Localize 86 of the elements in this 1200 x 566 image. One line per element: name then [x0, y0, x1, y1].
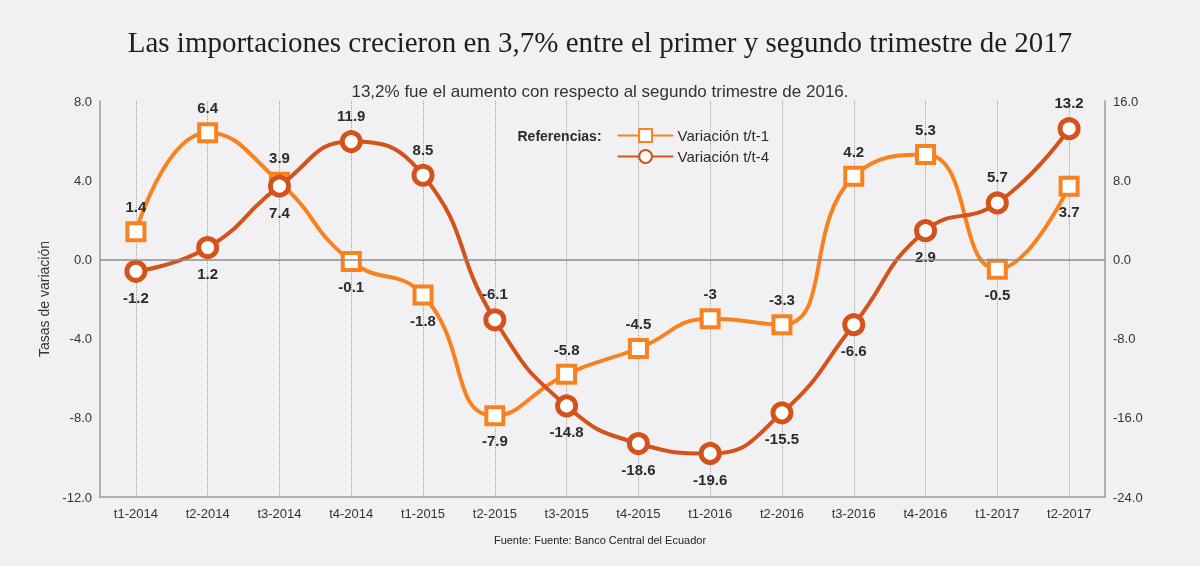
- data-label: 5.7: [986, 168, 1008, 186]
- chart-title: Las importaciones crecieron en 3,7% entre el primer y segundo trimestre de 2017: [127, 25, 1073, 58]
- data-label: 13.2: [1054, 94, 1084, 112]
- x-tick-label: t1-2017: [975, 506, 1020, 521]
- point: [914, 219, 938, 243]
- data-label: -5.8: [553, 340, 580, 358]
- point: [1057, 117, 1081, 141]
- y2-tick-label: 16.0: [1113, 93, 1139, 109]
- y2-tick-label: -16.0: [1113, 410, 1143, 426]
- data-label: -15.5: [764, 430, 800, 448]
- data-label: -0.1: [338, 277, 365, 295]
- point: [412, 284, 434, 306]
- y2-tick-label: -24.0: [1113, 489, 1143, 505]
- point: [843, 165, 865, 187]
- x-tick-label: t1-2014: [113, 506, 158, 521]
- legend-label: Variación t/t-4: [677, 148, 769, 165]
- legend-label: Variación t/t-1: [677, 127, 769, 144]
- point: [698, 441, 722, 465]
- data-label: 8.5: [412, 140, 434, 158]
- data-label: 3.7: [1058, 202, 1080, 220]
- point: [771, 314, 793, 336]
- data-label: 11.9: [337, 107, 366, 125]
- point: [483, 308, 507, 332]
- data-label: -14.8: [549, 423, 584, 441]
- point: [197, 122, 219, 144]
- x-tick-label: t3-2016: [831, 506, 876, 521]
- data-label: -4.5: [625, 315, 652, 332]
- point: [124, 259, 148, 283]
- data-label: -6.6: [840, 342, 867, 360]
- point: [125, 221, 147, 243]
- y-tick-label: 0.0: [73, 251, 92, 267]
- x-tick-label: t4-2016: [903, 506, 948, 521]
- data-label: 5.3: [915, 120, 936, 138]
- point: [556, 363, 578, 385]
- x-tick-label: t1-2016: [688, 506, 733, 521]
- point: [770, 401, 794, 425]
- data-label: -1.2: [122, 288, 149, 306]
- data-label: -7.9: [481, 432, 508, 450]
- point: [484, 405, 506, 427]
- x-tick-label: t4-2014: [329, 506, 374, 521]
- y2-tick-label: 8.0: [1113, 172, 1132, 188]
- y2-tick-label: 0.0: [1113, 251, 1132, 267]
- data-label: -0.5: [984, 285, 1011, 303]
- data-label: -6.1: [481, 285, 508, 303]
- point: [626, 432, 650, 456]
- data-label: -3: [703, 285, 717, 303]
- point: [985, 191, 1009, 215]
- source-note: Fuente: Fuente: Banco Central del Ecuador: [493, 533, 707, 546]
- data-label: 1.2: [197, 265, 219, 283]
- y-tick-label: -4.0: [69, 331, 92, 347]
- x-tick-label: t2-2015: [472, 506, 517, 521]
- y-tick-label: -8.0: [69, 410, 92, 426]
- data-label: 3.9: [269, 148, 290, 166]
- x-tick-label: t1-2015: [400, 506, 446, 521]
- x-tick-label: t3-2014: [257, 506, 302, 521]
- data-label: -1.8: [410, 311, 436, 329]
- point: [699, 308, 721, 330]
- chart-subtitle: 13,2% fue el aumento con respecto al segundo trimestre de 2016.: [351, 82, 849, 101]
- point: [1058, 175, 1080, 197]
- data-label: -19.6: [693, 470, 728, 488]
- x-tick-label: t4-2015: [616, 506, 661, 521]
- point: [411, 163, 435, 187]
- data-label: 6.4: [197, 99, 219, 117]
- x-tick-label: t2-2017: [1047, 506, 1092, 521]
- x-tick-label: t2-2014: [185, 506, 230, 521]
- y-axis-title: Tasas de variación: [36, 241, 53, 357]
- point: [267, 174, 291, 198]
- point: [986, 258, 1008, 280]
- x-tick-label: t2-2016: [759, 506, 805, 521]
- legend-title: Referencias:: [517, 128, 602, 144]
- point: [627, 338, 649, 359]
- point: [555, 394, 579, 418]
- y-tick-label: 8.0: [73, 93, 92, 109]
- y2-tick-label: -8.0: [1113, 331, 1136, 347]
- data-label: 4.2: [843, 142, 865, 160]
- data-label: -3.3: [769, 291, 795, 309]
- data-label: 2.9: [915, 248, 936, 266]
- point: [339, 130, 363, 154]
- data-label: -18.6: [621, 461, 656, 479]
- y-tick-label: -12.0: [62, 489, 92, 505]
- point: [915, 143, 937, 165]
- point: [196, 236, 220, 260]
- point: [842, 313, 866, 337]
- data-label: 7.4: [269, 203, 291, 221]
- y-tick-label: 4.0: [73, 172, 92, 188]
- x-tick-label: t3-2015: [544, 506, 589, 521]
